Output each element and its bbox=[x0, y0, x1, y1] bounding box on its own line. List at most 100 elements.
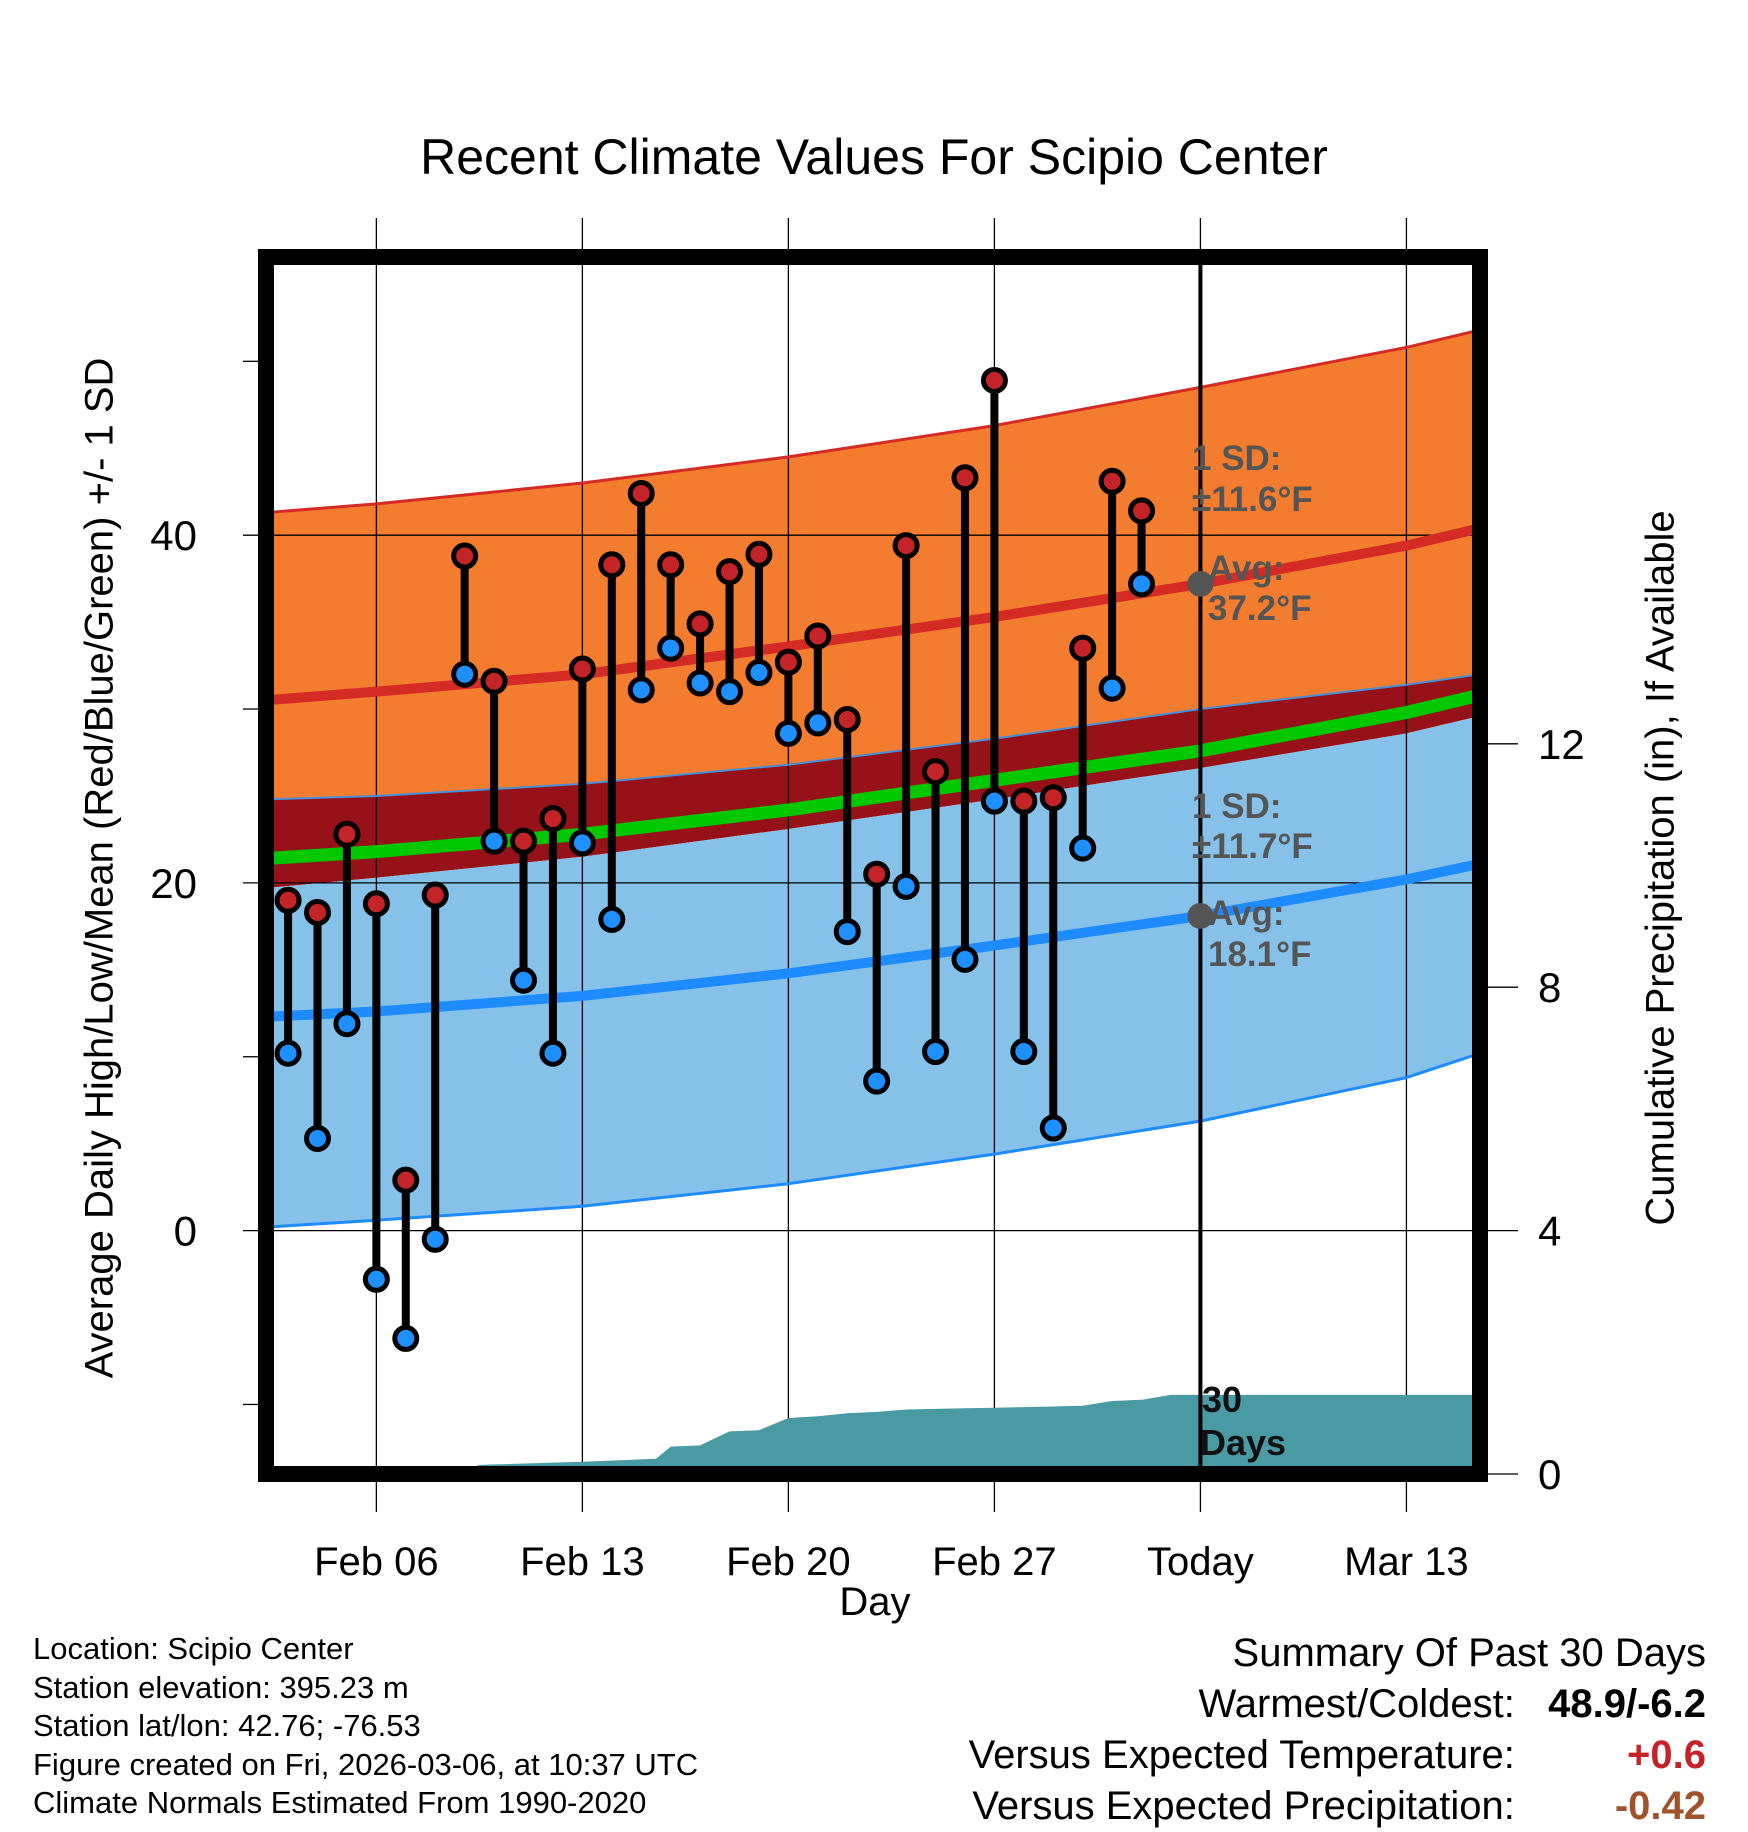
x-axis-label: Day bbox=[839, 1580, 911, 1624]
low-point bbox=[598, 905, 626, 933]
window-label-number: 30 bbox=[1202, 1379, 1242, 1420]
precipitation-area bbox=[449, 1394, 1480, 1474]
high-sd-band bbox=[266, 330, 1480, 800]
x-tick-label: Feb 06 bbox=[314, 1540, 439, 1584]
low-point bbox=[627, 676, 655, 704]
high-point bbox=[1010, 787, 1038, 815]
high-point bbox=[362, 890, 390, 918]
low-point bbox=[421, 1225, 449, 1253]
high-point bbox=[392, 1166, 420, 1194]
warm-cold-value: 48.9/-6.2 bbox=[1548, 1682, 1706, 1726]
secondary-y-axis-label: Cumulative Precipitation (in), If Availa… bbox=[1638, 510, 1683, 1226]
high-point bbox=[716, 558, 744, 586]
precip-label: Versus Expected Precipitation: bbox=[972, 1784, 1515, 1828]
y-tick-label: 20 bbox=[150, 860, 197, 907]
mean-avg-line bbox=[266, 688, 1480, 865]
low-point bbox=[922, 1038, 950, 1066]
low-point bbox=[686, 669, 714, 697]
low-point bbox=[951, 945, 979, 973]
x-tick-label: Today bbox=[1147, 1540, 1254, 1584]
location-text: Location: Scipio Center bbox=[33, 1631, 354, 1666]
high-point bbox=[510, 827, 538, 855]
low-point bbox=[1010, 1038, 1038, 1066]
high-point bbox=[539, 805, 567, 833]
precip-value: -0.42 bbox=[1614, 1784, 1706, 1828]
high-point bbox=[274, 886, 302, 914]
high-point bbox=[863, 860, 891, 888]
low-sd-label: 1 SD: bbox=[1192, 787, 1281, 826]
low-point bbox=[774, 719, 802, 747]
low-point bbox=[716, 678, 744, 706]
high-point bbox=[627, 479, 655, 507]
high-point bbox=[598, 551, 626, 579]
high-point bbox=[980, 366, 1008, 394]
low-avg-label: Avg: bbox=[1208, 894, 1284, 933]
high-point bbox=[421, 881, 449, 909]
created-text: Figure created on Fri, 2026-03-06, at 10… bbox=[33, 1746, 699, 1782]
high-point bbox=[451, 542, 479, 570]
axes: 0 20 40 0 4 8 12 Feb 06 Feb 13 Feb 20 Feb 27 Today M… bbox=[150, 249, 1585, 1584]
high-avg-line bbox=[266, 523, 1480, 706]
x-tick-label: Feb 27 bbox=[932, 1540, 1057, 1584]
low-point bbox=[480, 827, 508, 855]
station-info: Location: Scipio Center Station elevatio… bbox=[33, 1630, 698, 1823]
normals-text: Climate Normals Estimated From 1990-2020 bbox=[33, 1785, 647, 1820]
low-point bbox=[510, 966, 538, 994]
high-minus-sd-line bbox=[266, 673, 1480, 801]
high-point bbox=[804, 622, 832, 650]
temp-label: Versus Expected Temperature: bbox=[968, 1733, 1515, 1777]
normal-lines bbox=[266, 328, 1480, 1229]
low-point bbox=[863, 1067, 891, 1095]
x-tick-label: Feb 20 bbox=[726, 1540, 851, 1584]
high-point bbox=[568, 655, 596, 683]
y2-tick-label: 8 bbox=[1538, 964, 1561, 1011]
low-point bbox=[1098, 674, 1126, 702]
low-point bbox=[568, 829, 596, 857]
warm-cold-label: Warmest/Coldest: bbox=[1198, 1682, 1515, 1726]
summary-panel: Summary Of Past 30 Days Warmest/Coldest:… bbox=[969, 1628, 1706, 1832]
low-avg-line bbox=[266, 858, 1480, 1022]
x-tick-label: Mar 13 bbox=[1344, 1540, 1469, 1584]
low-point bbox=[833, 918, 861, 946]
high-point bbox=[1098, 467, 1126, 495]
high-point bbox=[951, 464, 979, 492]
low-point bbox=[657, 634, 685, 662]
high-point bbox=[657, 551, 685, 579]
precip-row: Versus Expected Precipitation: -0.42 bbox=[969, 1781, 1706, 1832]
y-axis-label: Average Daily High/Low/Mean (Red/Blue/Gr… bbox=[77, 357, 122, 1379]
y2-tick-label: 12 bbox=[1538, 721, 1585, 768]
summary-heading: Summary Of Past 30 Days bbox=[1232, 1631, 1706, 1675]
low-point bbox=[539, 1039, 567, 1067]
low-point bbox=[1039, 1114, 1067, 1142]
low-point bbox=[1069, 834, 1097, 862]
high-point bbox=[833, 705, 861, 733]
high-sd-label: 1 SD: bbox=[1192, 439, 1281, 478]
y2-tick-label: 0 bbox=[1538, 1451, 1561, 1498]
high-sd-value: ±11.6°F bbox=[1192, 480, 1313, 519]
y-tick-label: 40 bbox=[150, 512, 197, 559]
daily-marks bbox=[274, 366, 1156, 1352]
high-point bbox=[1128, 497, 1156, 525]
low-point bbox=[362, 1265, 390, 1293]
high-avg-label: Avg: bbox=[1208, 549, 1284, 588]
low-point bbox=[804, 709, 832, 737]
low-point bbox=[274, 1039, 302, 1067]
high-point bbox=[922, 758, 950, 786]
low-point bbox=[1128, 570, 1156, 598]
low-avg-value: 18.1°F bbox=[1208, 935, 1312, 974]
plot-frame bbox=[258, 249, 1488, 1482]
low-point bbox=[304, 1124, 332, 1152]
temp-row: Versus Expected Temperature: +0.6 bbox=[969, 1730, 1706, 1781]
high-point bbox=[774, 648, 802, 676]
low-point bbox=[333, 1010, 361, 1038]
precip-area bbox=[449, 1394, 1480, 1474]
high-point bbox=[304, 898, 332, 926]
high-point bbox=[1069, 634, 1097, 662]
low-minus-sd-line bbox=[266, 1051, 1480, 1229]
warm-cold-row: Warmest/Coldest: 48.9/-6.2 bbox=[969, 1679, 1707, 1730]
high-avg-today-dot bbox=[1187, 570, 1214, 597]
high-point bbox=[1039, 784, 1067, 812]
high-point bbox=[480, 667, 508, 695]
low-avg-today-dot bbox=[1187, 902, 1214, 929]
high-point bbox=[333, 820, 361, 848]
